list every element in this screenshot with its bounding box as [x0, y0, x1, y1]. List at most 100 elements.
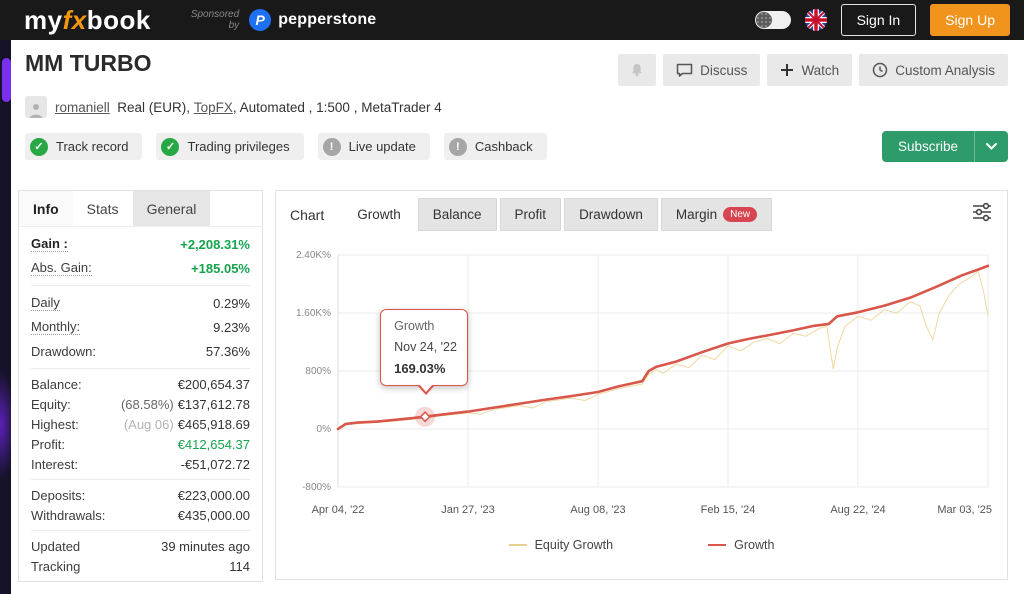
y-axis-label: 2.40K%: [296, 250, 331, 261]
stat-value: +2,208.31%: [180, 237, 250, 252]
subscribe-dropdown[interactable]: [975, 131, 1008, 162]
tab-growth[interactable]: Growth: [343, 199, 415, 230]
logo-book: book: [86, 5, 151, 35]
header-actions: Discuss Watch Custom Analysis: [618, 54, 1008, 86]
browser-side-strip: [0, 40, 11, 594]
stat-value-main: €200,654.37: [177, 376, 250, 392]
stat-label: Highest:: [31, 416, 79, 432]
broker-link[interactable]: TopFX: [193, 99, 233, 115]
custom-analysis-button[interactable]: Custom Analysis: [859, 54, 1008, 86]
stat-label: Balance:: [31, 376, 82, 392]
new-badge: New: [723, 207, 758, 222]
stat-value-prefix: (Aug 06): [123, 416, 174, 432]
stat-row: Equity: (68.58%) €137,612.78: [31, 394, 250, 414]
stat-value: 39 minutes ago: [161, 539, 250, 554]
tooltip-series: Growth: [394, 318, 435, 333]
growth-chart[interactable]: 2.40K% 1.60K% 800% 0% -800% Apr 04, '22 Jan 27…: [286, 241, 999, 538]
pepperstone-icon: P: [249, 9, 272, 31]
stat-value-main: +185.05%: [191, 260, 250, 276]
bell-icon: [632, 64, 642, 77]
account-owner-link[interactable]: romaniell: [55, 99, 110, 115]
stat-value: 57.36%: [206, 344, 250, 359]
x-axis-label: Jan 27, '23: [441, 504, 494, 516]
stat-label: Abs. Gain:: [31, 260, 92, 276]
chart-tab-label: Drawdown: [579, 207, 643, 222]
tab-margin[interactable]: Margin New: [660, 198, 773, 231]
info-icon: !: [448, 137, 467, 156]
stat-row: Updated 39 minutes ago: [31, 536, 250, 556]
dark-mode-toggle[interactable]: [754, 11, 791, 29]
chart-settings-icon[interactable]: [967, 198, 997, 231]
badge-live-update: ! Live update: [317, 133, 430, 160]
stat-value: €223,000.00: [178, 488, 250, 503]
stat-group: Deposits: €223,000.00 Withdrawals: €435,000…: [31, 480, 250, 531]
chart-canvas[interactable]: 2.40K% 1.60K% 800% 0% -800% Apr 04, '22 Jan 27…: [286, 241, 996, 533]
page-title: MM TURBO: [25, 50, 152, 76]
pepperstone-logo[interactable]: P pepperstone: [249, 9, 376, 31]
stat-value-main: +2,208.31%: [180, 236, 250, 252]
stat-label: Monthly:: [31, 319, 81, 335]
stat-value-main: €137,612.78: [177, 396, 250, 412]
stat-value: +185.05%: [191, 261, 250, 276]
legend-item-growth[interactable]: Growth: [708, 538, 774, 552]
person-icon: [30, 104, 42, 118]
watch-button[interactable]: Watch: [767, 54, 853, 86]
stat-value-main: €465,918.69: [177, 416, 250, 432]
subscribe-button[interactable]: Subscribe: [881, 131, 1008, 162]
tab-balance[interactable]: Balance: [417, 198, 497, 231]
tooltip-date: Nov 24, '22: [394, 339, 457, 354]
badge-label: Track record: [56, 139, 129, 154]
sign-up-button[interactable]: Sign Up: [930, 4, 1010, 36]
strip-glow: [0, 370, 11, 480]
stat-label: Updated: [31, 538, 81, 554]
chart-tab-label: Margin: [675, 207, 718, 222]
legend-label: Growth: [734, 538, 775, 552]
stat-label: Daily: [31, 295, 60, 311]
myfxbook-logo[interactable]: myfxbook: [24, 0, 151, 40]
y-axis-label: -800%: [302, 482, 331, 493]
x-axis-label: Aug 22, '24: [830, 504, 885, 516]
verification-badges: ✓ Track record ✓ Trading privileges ! Live up…: [25, 133, 547, 160]
stat-row: Gain : +2,208.31%: [31, 232, 250, 256]
logo-fx: fx: [62, 5, 87, 35]
tab-general[interactable]: General: [132, 191, 211, 226]
chart-tabs: Chart Growth Balance Profit Drawdown Margin N…: [276, 191, 1007, 231]
stat-value-main: 9.23%: [213, 319, 250, 335]
watch-label: Watch: [801, 62, 840, 78]
tab-drawdown[interactable]: Drawdown: [564, 198, 658, 231]
chart-tab-label: Balance: [432, 207, 482, 222]
badge-trading-privileges: ✓ Trading privileges: [156, 133, 304, 160]
tab-stats[interactable]: Stats: [86, 200, 119, 217]
sign-in-button[interactable]: Sign In: [840, 4, 917, 36]
legend-item-equity-growth[interactable]: Equity Growth: [508, 538, 614, 552]
tab-info[interactable]: Info: [19, 191, 73, 226]
stat-row: Profit: €412,654.37: [31, 434, 250, 454]
stat-value-main: €223,000.00: [177, 487, 250, 503]
plus-icon: [781, 64, 794, 76]
tooltip-value: 169.03%: [394, 360, 446, 376]
stat-value: €200,654.37: [178, 377, 250, 392]
stat-value-main: €412,654.37: [177, 436, 250, 452]
y-axis-label: 0%: [317, 424, 332, 435]
pepperstone-name: pepperstone: [278, 11, 377, 28]
notifications-button[interactable]: [618, 54, 657, 86]
stat-row: Balance: €200,654.37: [31, 374, 250, 394]
language-flag-uk[interactable]: [804, 9, 827, 31]
stat-value-main: €435,000.00: [177, 507, 250, 523]
tab-chart[interactable]: Chart: [290, 206, 325, 223]
stat-row: Daily 0.29%: [31, 291, 250, 315]
stat-value-prefix: (68.58%): [120, 396, 174, 412]
stats-panel: Info Stats General Gain : +2,208.31% Abs. Ga…: [18, 190, 263, 582]
stat-value: (Aug 06) €465,918.69: [124, 417, 250, 432]
stat-label: Tracking: [31, 558, 81, 574]
strip-purple-tab: [2, 58, 11, 102]
legend-label: Equity Growth: [534, 538, 614, 552]
custom-analysis-label: Custom Analysis: [895, 62, 995, 78]
stat-group: Updated 39 minutes ago Tracking 114: [31, 531, 250, 581]
info-icon: !: [322, 137, 341, 156]
x-axis-label: Feb 15, '24: [701, 504, 756, 516]
check-icon: ✓: [161, 137, 180, 156]
discuss-button[interactable]: Discuss: [663, 54, 761, 86]
tab-profit[interactable]: Profit: [499, 198, 562, 231]
